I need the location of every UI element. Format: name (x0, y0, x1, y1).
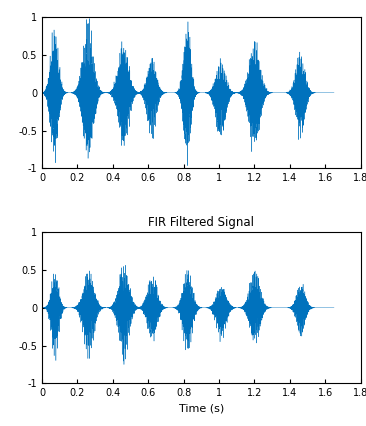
X-axis label: Time (s): Time (s) (179, 404, 224, 414)
Title: FIR Filtered Signal: FIR Filtered Signal (148, 216, 254, 230)
